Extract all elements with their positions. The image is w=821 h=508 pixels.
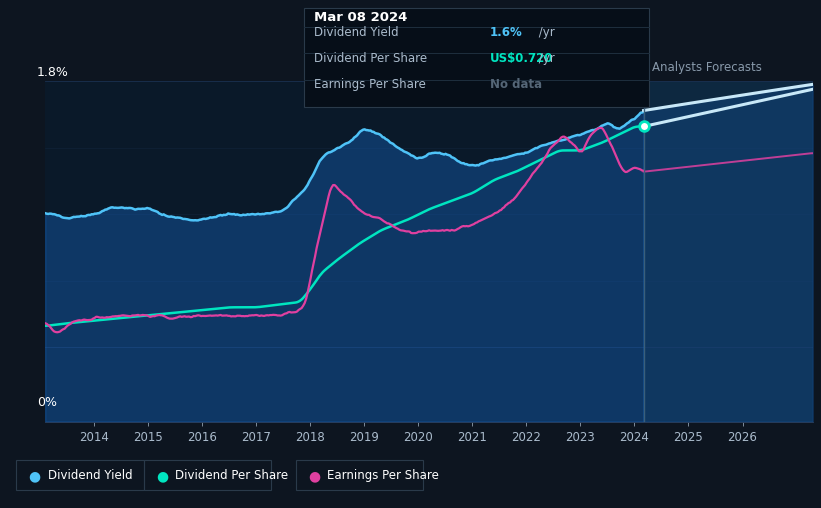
Text: Mar 08 2024: Mar 08 2024 bbox=[314, 11, 407, 24]
Text: Analysts Forecasts: Analysts Forecasts bbox=[652, 60, 762, 74]
Text: Earnings Per Share: Earnings Per Share bbox=[327, 469, 438, 483]
Text: ●: ● bbox=[156, 469, 168, 483]
Bar bbox=[644, 81, 813, 422]
Text: No data: No data bbox=[490, 78, 542, 91]
Text: Dividend Yield: Dividend Yield bbox=[314, 25, 398, 39]
Text: Dividend Yield: Dividend Yield bbox=[48, 469, 132, 483]
Text: /yr: /yr bbox=[535, 25, 555, 39]
Text: Dividend Per Share: Dividend Per Share bbox=[314, 52, 427, 65]
Text: Dividend Per Share: Dividend Per Share bbox=[175, 469, 288, 483]
Text: 0%: 0% bbox=[37, 396, 57, 409]
Text: Earnings Per Share: Earnings Per Share bbox=[314, 78, 425, 91]
Text: ●: ● bbox=[308, 469, 320, 483]
Text: ●: ● bbox=[29, 469, 41, 483]
Text: /yr: /yr bbox=[535, 52, 555, 65]
Text: 1.8%: 1.8% bbox=[37, 66, 69, 79]
Text: US$0.720: US$0.720 bbox=[490, 52, 553, 65]
Text: 1.6%: 1.6% bbox=[490, 25, 523, 39]
Text: Past: Past bbox=[607, 60, 635, 74]
